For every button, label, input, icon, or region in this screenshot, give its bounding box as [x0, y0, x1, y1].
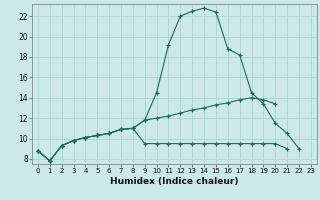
X-axis label: Humidex (Indice chaleur): Humidex (Indice chaleur)	[110, 177, 239, 186]
